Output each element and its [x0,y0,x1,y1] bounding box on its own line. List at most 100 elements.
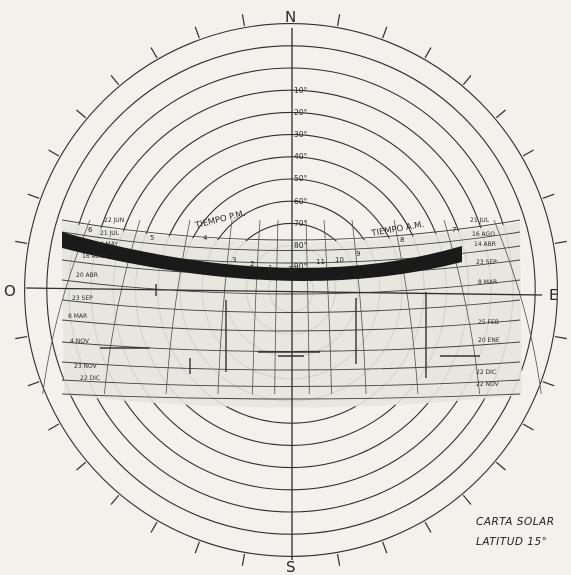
hour-labels: 6 5 4 3 2 1 12 11 10 9 8 7 [88,226,456,273]
altitude-80-label: 80° [294,241,308,250]
hour-line [393,219,419,395]
azimuth-tick [150,47,158,59]
date-label: 14 ABR [474,241,496,248]
east-label: E [549,286,558,304]
azimuth-tick [382,541,388,554]
date-label: 22 NOV [476,381,500,388]
hour-label: 1 [268,264,272,272]
day-line [61,393,521,400]
azimuth-tick [336,553,341,566]
date-label: 23 SEP [476,259,497,266]
date-label: 23 NOV [74,363,98,370]
shading-marks [100,284,480,378]
hour-line [493,219,542,395]
azimuth-tick [110,494,120,505]
date-label: 25 FEB [478,319,499,326]
hour-label: 9 [356,250,360,258]
azimuth-tick [48,423,60,431]
hour-label: 4 [203,234,208,242]
azimuth-tick [194,541,200,554]
azimuth-tick [241,553,246,566]
west-label: O [4,282,16,300]
azimuth-ticks [15,14,567,566]
day-line [61,231,521,251]
azimuth-tick [194,26,200,39]
altitude-labels: 90° 80° 70° 60° 50° 40° 30° 20° 10° [294,86,308,271]
hour-label: 2 [250,260,254,268]
date-label: 16 AGO [472,231,495,238]
azimuth-tick [150,521,158,533]
day-line [61,219,521,241]
hour-line [104,219,141,395]
azimuth-tick [495,461,506,471]
azimuth-tick [522,423,534,431]
azimuth-tick [424,47,432,59]
azimuth-tick [110,75,120,86]
hour-label: 11 [316,258,325,266]
date-label: 20 ENE [478,337,500,344]
date-label: 22 JUN [104,217,124,224]
azimuth-tick [542,381,555,387]
hour-line [217,219,233,395]
altitude-50-label: 50° [294,174,308,183]
hour-line [443,219,480,395]
hour-label: 7 [452,226,456,234]
azimuth-tick [336,14,341,27]
south-label: S [286,558,296,575]
hour-line [274,219,279,395]
hour-label: 8 [400,236,404,244]
azimuth-tick [462,75,472,86]
date-label: 21 JUL [100,230,120,237]
azimuth-tick [48,149,60,157]
date-label: 8 MAR [68,313,87,320]
hour-line [165,219,191,395]
hour-label: 5 [150,234,154,242]
date-label: 4 NOV [70,338,90,345]
hour-label: 12 [288,265,297,273]
day-line [61,279,521,295]
altitude-20-label: 20° [294,108,308,117]
altitude-30-label: 30° [294,130,308,139]
azimuth-tick [382,26,388,39]
hour-line [305,219,310,395]
altitude-60-label: 60° [294,197,308,206]
azimuth-tick [76,109,87,119]
day-line [61,299,521,313]
day-line [61,379,521,387]
azimuth-tick [15,335,28,340]
day-line [61,319,521,332]
date-label: 8 MAR [478,279,497,286]
hour-line [351,219,367,395]
hour-label: 10 [335,256,344,264]
altitude-ring [24,23,558,557]
azimuth-tick [15,240,28,245]
date-labels-left: 22 JUN 21 JUL 24 MAY 16 AGO 20 ABR 23 SE… [68,217,124,382]
date-label: 23 SEP [72,295,93,302]
solar-band [62,232,462,281]
date-label: 24 MAY [96,241,118,248]
day-line [61,361,521,371]
azimuth-tick [522,149,534,157]
altitude-10-label: 10° [294,86,308,95]
altitude-40-label: 40° [294,152,308,161]
azimuth-tick [27,193,40,199]
north-label: N [285,8,296,26]
date-labels-right: 21 JUL 16 AGO 14 ABR 23 SEP 8 MAR 25 FEB… [470,217,500,388]
azimuth-tick [554,240,567,245]
altitude-90-label: 90° [294,262,308,271]
azimuth-tick [554,335,567,340]
azimuth-tick [27,381,40,387]
west-east-axis [25,287,543,296]
hour-label: 3 [232,256,236,264]
caption-title: CARTA SOLAR [476,516,555,528]
caption-latitude: LATITUD 15° [476,536,548,548]
date-label: 21 JUL [470,217,490,224]
hour-line [252,219,261,395]
azimuth-tick [495,109,506,119]
hour-label: 6 [88,226,93,234]
azimuth-tick [424,521,432,533]
date-label: 22 DIC [476,369,496,376]
date-label: 20 ABR [76,272,98,279]
hour-line [323,219,332,395]
